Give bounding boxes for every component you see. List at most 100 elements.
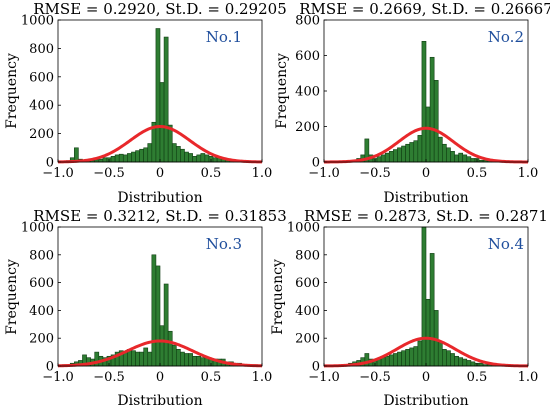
histogram-bar [429,56,435,163]
histogram-bar [135,150,140,163]
histogram-bar [200,357,206,367]
histogram-bar [397,147,402,163]
y-tick-label: 0 [312,360,320,375]
histogram-bar [421,226,427,367]
panel-title: RMSE = 0.2873, St.D. = 0.2871 [304,207,548,225]
histogram-bar [171,344,177,367]
histogram-bar [167,330,173,367]
x-tick-label: −1.0 [308,166,340,181]
y-tick-label: 800 [29,42,54,57]
histogram-bar [184,353,189,367]
panel-no2: RMSE = 0.2669, St.D. = 0.26667 −1.0 −0.5 0… [274,0,550,206]
histogram-bar [442,143,447,163]
histogram-bar [155,28,161,163]
x-tick-label: 0 [422,166,430,181]
x-tick-label: 0.5 [467,166,488,181]
panel-tag: No.3 [206,235,242,253]
histogram-bar [200,153,206,163]
panel-tag: No.2 [488,28,524,46]
panel-tag: No.1 [206,28,242,46]
histogram-bar [462,154,468,163]
y-tick-label: 600 [295,49,320,64]
histogram-bar [98,158,104,163]
histogram-bar [413,346,419,367]
histogram-bar [151,254,157,367]
y-tick-label: 200 [29,127,54,142]
panel-title: RMSE = 0.2920, St.D. = 0.29205 [33,0,286,18]
y-tick-label: 600 [295,276,320,291]
y-axis-label: Frequency [270,259,286,335]
axes: −1.0 −0.5 0 0.5 1.0 0 200 400 600 800 1000 [21,14,272,182]
y-tick-label: 400 [295,85,320,100]
histogram-bar [188,153,193,163]
histogram-bar [388,151,394,163]
histogram-bar [159,82,165,163]
histogram-bar [442,349,447,367]
y-tick-label: 400 [29,304,54,319]
histogram-bar [462,358,468,367]
histogram-bar [176,146,181,163]
histogram-bar [147,143,153,163]
histogram-bar [450,151,455,163]
x-axis-label: Distribution [383,393,468,409]
histogram-bar [188,353,193,367]
x-tick-label: 0 [422,370,430,385]
x-tick-label: −0.5 [93,370,125,385]
panel-no1: RMSE = 0.2920, St.D. = 0.29205 −1.0 −0.5 0… [4,0,287,206]
x-tick-label: −1.0 [308,370,340,385]
x-tick-label: −1.0 [42,166,74,181]
x-tick-label: 1.0 [518,370,539,385]
histogram-bar [135,351,140,367]
y-axis-label: Frequency [4,259,20,335]
histogram-bar [163,283,169,367]
histogram-bar [393,149,398,163]
histogram-bar [192,156,198,163]
histogram-bar [458,357,464,367]
y-axis-label: Frequency [274,53,290,129]
axes: −1.0 −0.5 0 0.5 1.0 0 200 400 600 800 1000 [287,221,538,386]
histogram-bar [114,154,120,163]
histogram-bar [466,360,472,367]
histogram-bar [429,253,435,367]
y-tick-label: 400 [295,304,320,319]
histogram-bar [397,351,402,367]
y-tick-label: 1000 [287,221,320,236]
histogram-bar [102,157,108,163]
histogram-bar [204,154,210,163]
histogram-bar [446,147,451,163]
histogram-bar [450,353,455,367]
histogram-bar [176,349,181,367]
histogram-bar [139,148,144,163]
histogram-bar [425,106,431,163]
histogram-bar [421,40,427,163]
y-tick-label: 200 [29,332,54,347]
histogram-bar [393,353,398,367]
y-tick-label: 0 [46,360,54,375]
y-tick-label: 0 [312,156,320,171]
histogram-bar [110,156,116,163]
y-tick-label: 200 [295,332,320,347]
histogram-bar [405,349,410,367]
x-tick-label: −0.5 [359,370,391,385]
normal-fit-curve [57,124,263,164]
histogram-bar [384,152,390,163]
histogram-bar [159,325,165,367]
histogram-bar [454,355,459,367]
histogram-bar [380,154,386,163]
histogram-bar [458,152,464,163]
histogram-bar [433,80,439,163]
histogram-bar [466,156,472,163]
y-axis-label: Frequency [4,53,20,129]
histogram-bar [425,298,431,367]
axes: −1.0 −0.5 0 0.5 1.0 0 200 400 600 800 [295,14,538,182]
x-axis-label: Distribution [117,190,202,206]
x-tick-label: 0 [156,166,164,181]
x-tick-label: −0.5 [359,166,391,181]
histogram-bar [409,347,415,367]
y-tick-label: 800 [29,248,54,263]
histogram-bar [478,362,484,367]
histogram-bar [171,143,177,163]
panel-no4: RMSE = 0.2873, St.D. = 0.2871 −1.0 −0.5 0 0… [270,207,548,409]
histogram-bar [180,148,185,163]
y-tick-label: 600 [29,276,54,291]
